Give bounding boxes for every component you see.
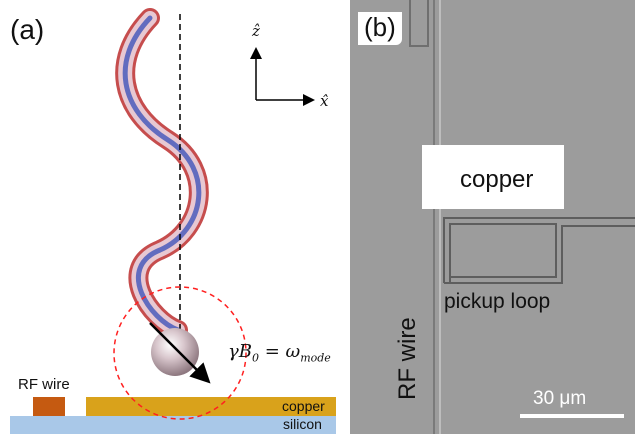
rf-wire-vertical-label: RF wire [394,317,421,400]
sphere [151,328,199,376]
axis-x-label: x̂ [320,92,329,110]
panel-b-label: (b) [358,12,402,45]
panel-b-micrograph: (b) copper pickup loop RF wire 30 μm [350,0,635,434]
micrograph-svg [350,0,635,434]
copper-pad [422,145,564,209]
coordinate-axes [250,47,315,106]
copper-pad-label: copper [460,166,534,193]
rf-wire-block [33,397,65,416]
scale-bar [520,414,624,418]
copper-label: copper [282,398,325,414]
scale-bar-label: 30 μm [533,388,587,409]
corner-trace [409,0,429,47]
magnetization-arrow [149,322,211,384]
pickup-loop [443,217,635,284]
silicon-layer [10,416,336,434]
axis-z-label: ẑ [252,22,260,40]
schematic-svg [10,8,336,434]
dashed-circle [113,286,247,420]
panel-a-schematic: (a) ẑ x̂ γB0 = ωmode RF wire copper sili… [10,8,336,434]
pickup-loop-label: pickup loop [444,290,551,313]
panel-a-label: (a) [10,14,45,45]
rf-wire-label: RF wire [18,376,70,393]
helix-spin-texture [115,8,209,340]
silicon-label: silicon [283,416,322,432]
resonance-equation: γB0 = ωmode [228,341,331,365]
